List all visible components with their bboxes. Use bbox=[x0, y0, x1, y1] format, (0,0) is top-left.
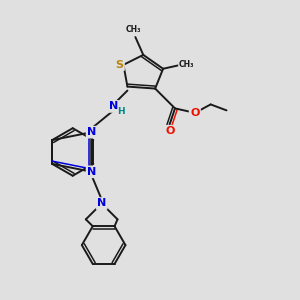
Text: O: O bbox=[190, 108, 200, 118]
Text: CH₃: CH₃ bbox=[126, 25, 141, 34]
Text: O: O bbox=[165, 126, 175, 136]
Text: CH₃: CH₃ bbox=[179, 60, 195, 69]
Text: N: N bbox=[87, 167, 96, 177]
Text: S: S bbox=[116, 60, 124, 70]
Text: N: N bbox=[97, 199, 106, 208]
Text: H: H bbox=[117, 107, 124, 116]
Text: N: N bbox=[109, 101, 118, 111]
Text: N: N bbox=[87, 127, 96, 137]
